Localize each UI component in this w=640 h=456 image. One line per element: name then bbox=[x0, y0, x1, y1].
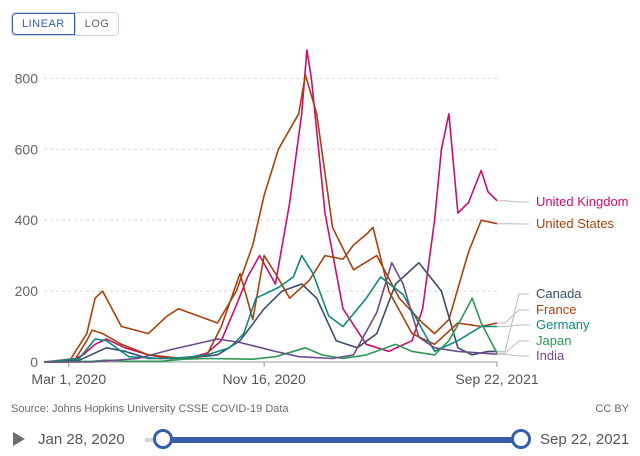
y-tick-label: 0 bbox=[30, 354, 38, 370]
series-label: France bbox=[536, 302, 576, 317]
series-label: Japan bbox=[536, 333, 571, 348]
timeline-range bbox=[162, 437, 520, 443]
timeline-controls: Jan 28, 2020 Sep 22, 2021 bbox=[0, 425, 640, 455]
timeline-end-handle[interactable] bbox=[511, 429, 531, 449]
chart-footer: Source: Johns Hopkins University CSSE CO… bbox=[11, 403, 629, 415]
series-line-india bbox=[44, 261, 498, 363]
play-icon[interactable] bbox=[13, 432, 25, 446]
linear-scale-button[interactable]: LINEAR bbox=[12, 13, 75, 35]
label-leader-line bbox=[497, 293, 529, 352]
y-tick-label: 200 bbox=[15, 283, 39, 299]
series-line-united-states bbox=[44, 74, 498, 363]
x-tick-label: Sep 22, 2021 bbox=[455, 371, 539, 387]
series-line-canada bbox=[43, 261, 497, 363]
y-tick-label: 600 bbox=[15, 141, 39, 157]
line-chart: 0 200 400 600 800 Mar 1, 2020 Nov 16, 2020 Sep … bbox=[15, 49, 629, 387]
label-leader-line bbox=[497, 309, 529, 324]
scale-toggle: LINEAR LOG bbox=[11, 12, 120, 36]
x-tick-label: Mar 1, 2020 bbox=[31, 371, 106, 387]
series-label: United States bbox=[536, 216, 615, 231]
label-leader-line bbox=[497, 340, 529, 354]
timeline-start-date: Jan 28, 2020 bbox=[38, 431, 125, 448]
x-tick-label: Nov 16, 2020 bbox=[222, 371, 305, 387]
series-line-japan bbox=[43, 297, 498, 363]
series-label: Canada bbox=[536, 286, 582, 301]
timeline-start-handle[interactable] bbox=[153, 429, 173, 449]
timeline-end-date: Sep 22, 2021 bbox=[540, 431, 630, 448]
series-label: United Kingdom bbox=[536, 194, 629, 209]
source-note: Source: Johns Hopkins University CSSE CO… bbox=[11, 403, 289, 415]
log-scale-button[interactable]: LOG bbox=[74, 13, 119, 35]
series-line-germany bbox=[43, 254, 497, 363]
label-leader-line bbox=[497, 324, 529, 327]
series-line-united-kingdom bbox=[44, 49, 498, 363]
license-note: CC BY bbox=[595, 403, 629, 415]
series-label: Germany bbox=[536, 317, 590, 332]
label-leader-line bbox=[497, 200, 529, 203]
label-leader-line bbox=[497, 353, 529, 357]
series-label: India bbox=[536, 348, 565, 363]
y-tick-label: 400 bbox=[15, 212, 39, 228]
y-tick-label: 800 bbox=[15, 70, 39, 86]
series-line-france bbox=[43, 226, 498, 363]
